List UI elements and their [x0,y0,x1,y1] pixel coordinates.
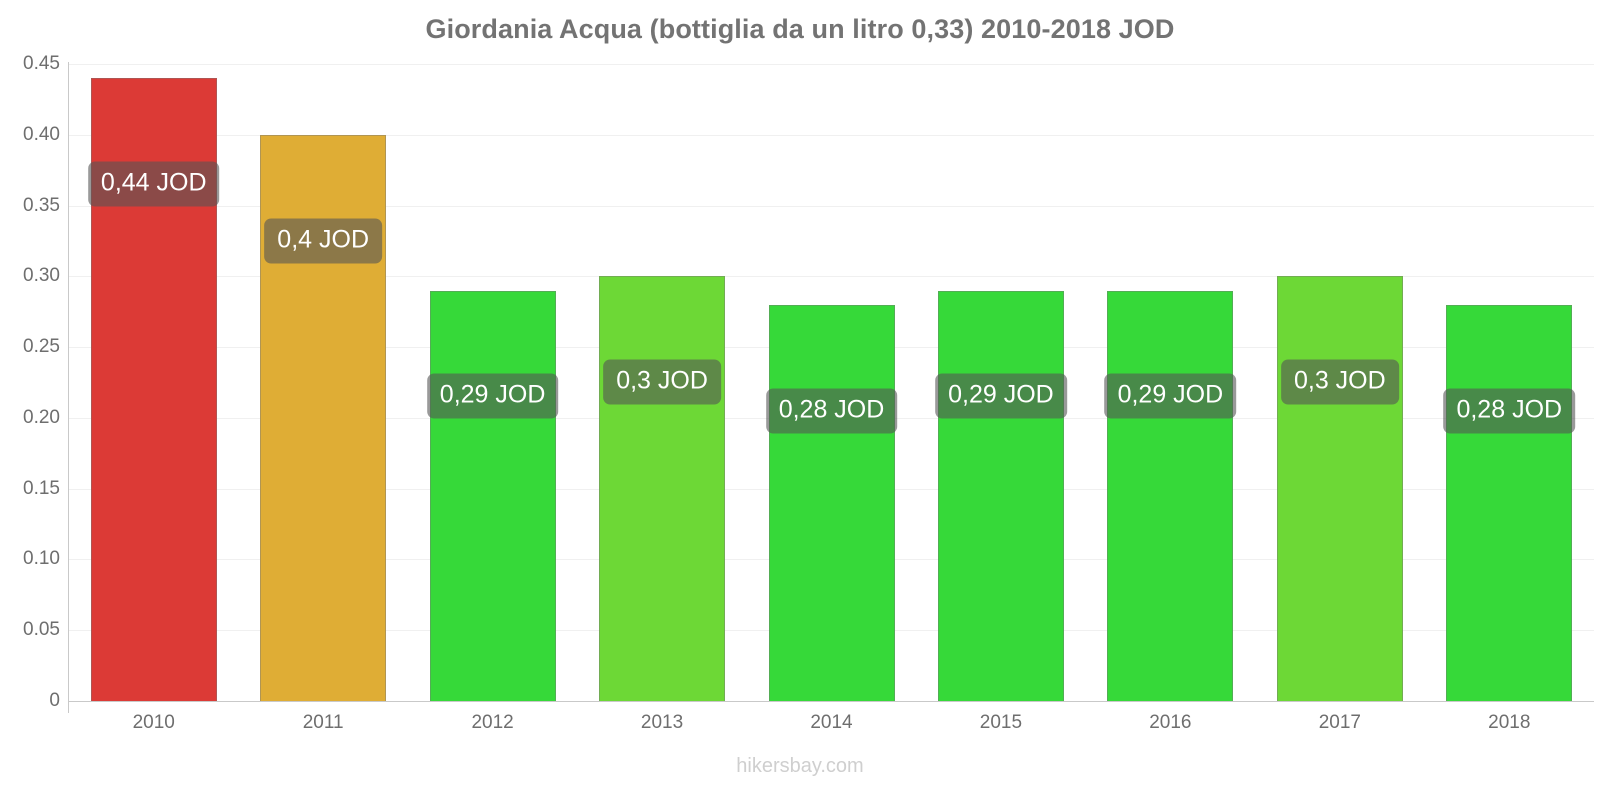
y-axis-tick-label: 0.05 [23,619,60,641]
bar-group[interactable] [1107,290,1234,701]
x-axis-tick-label: 2018 [1488,712,1531,733]
gridline [69,134,1594,136]
y-axis-tick-label: 0.10 [23,548,60,570]
x-axis-tick-label: 2014 [810,712,853,733]
bar[interactable] [1107,290,1234,701]
bar[interactable] [937,290,1064,701]
y-axis-tick-label: 0 [49,690,60,711]
y-axis-tick-label: 0.25 [23,336,60,358]
bar-group[interactable] [937,290,1064,701]
bar-value-label: 0,4 JOD [264,218,383,264]
y-axis-tick-label: 0.45 [23,53,60,74]
y-axis-line [68,62,69,703]
bar-value-label: 0,28 JOD [765,388,898,434]
y-axis-tick-label: 0.35 [23,194,60,216]
bar-value-label: 0,44 JOD [87,161,220,207]
bar-group[interactable] [1276,276,1403,701]
bar-value-label: 0,28 JOD [1443,388,1576,434]
x-axis-line [69,701,1594,702]
bar-group[interactable] [1446,304,1573,701]
footer-watermark: hikersbay.com [736,755,864,777]
bar-value-label: 0,29 JOD [935,373,1067,419]
bar-value-label: 0,29 JOD [426,373,559,419]
x-axis-tick-label: 2013 [640,712,684,733]
bar[interactable] [1276,276,1403,701]
bar[interactable] [599,276,726,701]
bar[interactable] [768,304,895,701]
bar[interactable] [1446,304,1573,701]
gridline [69,64,1594,65]
x-axis-origin-tick [68,701,69,713]
y-axis-tick-label: 0.40 [23,123,60,145]
bar-group[interactable] [599,276,726,701]
x-axis-tick-label: 2016 [1149,712,1192,733]
x-axis-tick-label: 2015 [979,712,1023,733]
chart-title: Giordania Acqua (bottiglia da un litro 0… [425,14,1175,44]
y-axis-tick-label: 0.20 [23,406,60,428]
x-axis-tick-label: 2012 [471,712,514,733]
bar-value-label: 0,3 JOD [1280,359,1399,405]
x-axis-tick-label: 2017 [1318,712,1361,733]
y-axis-tick-label: 0.15 [23,477,60,499]
bar-group[interactable] [768,304,895,701]
x-axis-tick-label: 2011 [302,712,344,733]
y-axis-tick-labels: 0 0.05 0.10 0.15 0.20 0.25 0.30 0.35 0.40 0.45 [0,53,60,711]
bar[interactable] [429,290,556,701]
y-axis-tick-label: 0.30 [23,265,60,287]
gridline [69,276,1594,278]
x-axis-tick-label: 2010 [132,712,175,733]
bar-group[interactable] [429,290,556,701]
bar-value-label: 0,3 JOD [603,359,721,405]
bar-value-label: 0,29 JOD [1104,373,1237,419]
gridline [69,205,1594,207]
